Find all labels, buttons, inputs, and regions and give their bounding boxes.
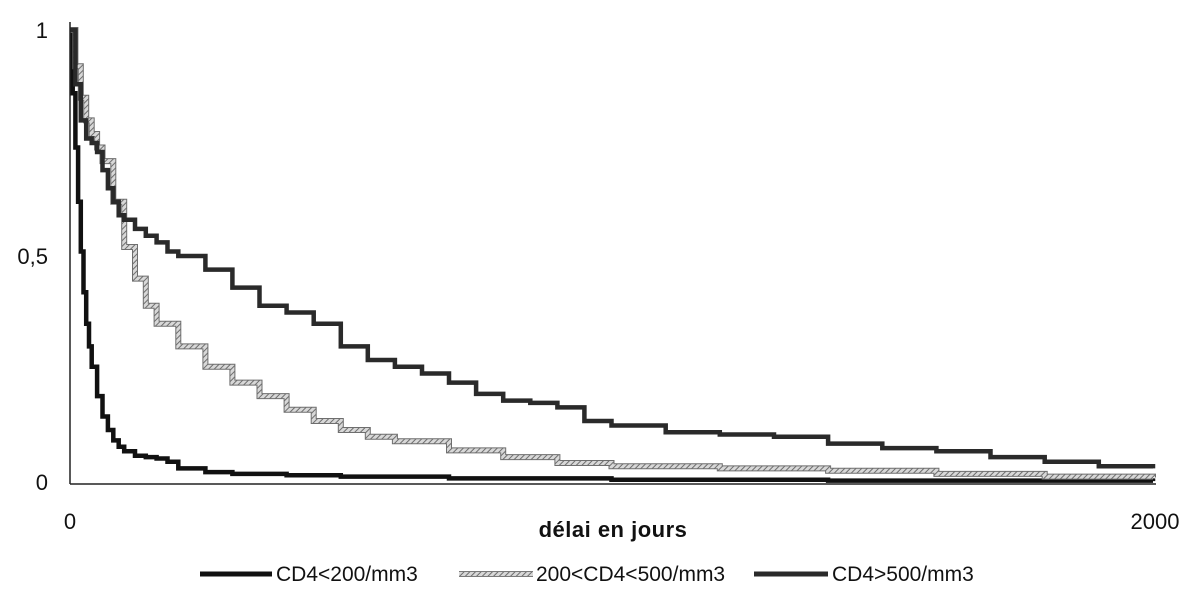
legend-label: 200<CD4<500/mm3 <box>536 563 725 586</box>
legend-label: CD4>500/mm3 <box>832 563 974 586</box>
legend-label: CD4<200/mm3 <box>276 563 418 586</box>
series-line-3 <box>70 27 1156 469</box>
y-tick-label: 0,5 <box>17 244 48 269</box>
series-path <box>70 28 1155 479</box>
legend-item-3: CD4>500/mm3 <box>754 563 974 586</box>
x-tick-label: 0 <box>64 509 76 534</box>
legend-item-2: 200<CD4<500/mm3 <box>459 563 725 586</box>
x-tick-group: 0 2000 <box>64 509 1180 534</box>
series-line-1 <box>70 27 1156 483</box>
series-path <box>70 27 1156 483</box>
series-path <box>70 27 1156 469</box>
x-axis-title: délai en jours <box>539 517 688 542</box>
axes <box>69 22 1156 485</box>
series-path-outline <box>70 27 1156 480</box>
legend-item-1: CD4<200/mm3 <box>200 563 418 586</box>
legend: CD4<200/mm3 200<CD4<500/mm3 CD4>500/mm3 <box>200 563 974 586</box>
y-tick-label: 0 <box>36 470 48 495</box>
y-tick-group: 00,51 <box>17 18 48 495</box>
plot-area <box>70 27 1156 483</box>
x-tick-label: 2000 <box>1131 509 1180 534</box>
series-line-2 <box>70 27 1156 480</box>
y-tick-label: 1 <box>36 18 48 43</box>
